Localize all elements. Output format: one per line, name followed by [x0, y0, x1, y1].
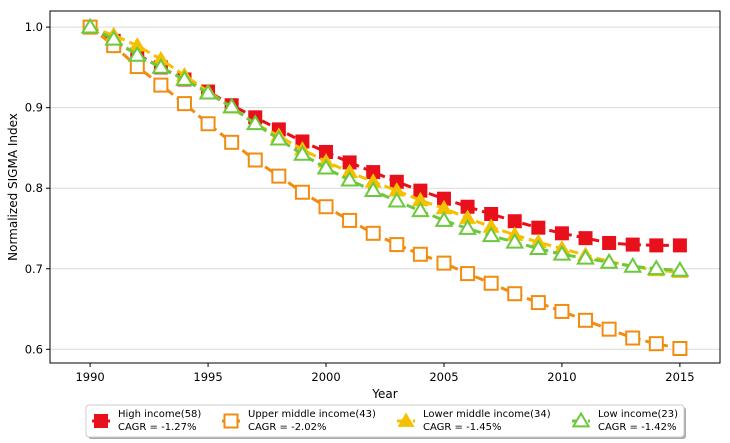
x-tick-label: 1990 [75, 370, 104, 384]
data-point [460, 266, 476, 282]
data-point [672, 341, 688, 357]
data-point [363, 181, 383, 198]
series-3 [80, 17, 690, 277]
data-point [552, 244, 572, 261]
data-point [176, 96, 192, 112]
legend-item: Lower middle income(34) CAGR = -1.45% [397, 409, 551, 433]
data-point [340, 170, 360, 187]
data-point [104, 29, 124, 46]
legend-cagr: CAGR = -2.02% [248, 422, 326, 433]
data-point [198, 83, 218, 100]
legend-item: Upper middle income(43) CAGR = -2.02% [222, 409, 376, 433]
data-point [578, 312, 594, 328]
data-point [222, 97, 242, 114]
data-point [316, 158, 336, 175]
data-point [318, 199, 334, 215]
data-point [436, 255, 452, 271]
legend-marker [223, 413, 239, 429]
data-point [672, 238, 687, 253]
legend-box [85, 404, 685, 438]
data-point [389, 237, 405, 253]
data-point [458, 219, 477, 235]
data-point [483, 275, 499, 291]
y-tick-label: 0.6 [25, 342, 43, 356]
data-point [412, 246, 428, 262]
legend-cagr: CAGR = -1.45% [423, 422, 501, 433]
legend-cagr: CAGR = -1.42% [598, 422, 676, 433]
data-point [387, 191, 407, 208]
data-point [293, 144, 312, 161]
data-point [129, 59, 145, 75]
data-point [271, 168, 287, 184]
data-point [507, 286, 523, 302]
data-point [623, 256, 643, 273]
legend-item: Low income(23) CAGR = -1.42% [571, 409, 678, 433]
legend-cagr: CAGR = -1.27% [118, 422, 196, 433]
data-point [481, 226, 501, 243]
data-point [531, 220, 546, 235]
data-point [625, 330, 641, 346]
data-point [578, 231, 593, 246]
data-point [554, 303, 570, 319]
data-point [127, 45, 147, 62]
x-tick-label: 2000 [311, 370, 340, 384]
data-point [200, 116, 216, 132]
legend: High income(58) CAGR = -1.27% Upper middle… [85, 404, 686, 439]
y-axis: 0.6 0.7 0.8 0.9 1.0 [25, 20, 50, 356]
data-point [410, 201, 430, 218]
x-tick-label: 2015 [665, 370, 694, 384]
legend-label: High income(58) [118, 409, 201, 420]
data-point [625, 237, 640, 252]
legend-marker [571, 411, 591, 428]
legend-item: High income(58) CAGR = -1.27% [92, 409, 201, 433]
data-point [670, 260, 690, 277]
data-point [507, 214, 522, 229]
legend-label: Low income(23) [598, 409, 678, 420]
data-point [530, 295, 546, 311]
data-point [365, 225, 381, 241]
data-point [269, 129, 289, 146]
data-point [153, 77, 169, 93]
data-point [294, 184, 310, 200]
data-point [528, 239, 548, 256]
series-layer [80, 17, 690, 357]
data-point [648, 336, 664, 352]
data-point [151, 57, 171, 74]
legend-label: Upper middle income(43) [248, 409, 376, 420]
y-tick-label: 0.9 [25, 101, 43, 115]
y-tick-label: 0.8 [25, 181, 43, 195]
legend-marker [397, 412, 415, 427]
plot-frame [49, 10, 721, 364]
legend-marker [94, 414, 108, 428]
data-point [576, 248, 595, 265]
y-tick-label: 1.0 [25, 20, 43, 34]
series-1 [82, 19, 688, 357]
data-point [599, 252, 619, 269]
data-point [245, 114, 265, 131]
x-tick-label: 2010 [547, 370, 576, 384]
data-point [80, 17, 100, 34]
data-point [505, 232, 525, 249]
x-axis-title: Year [371, 387, 397, 401]
legend-label: Lower middle income(34) [423, 409, 551, 420]
data-point [342, 212, 358, 228]
x-tick-label: 2005 [429, 370, 458, 384]
data-point [601, 321, 617, 337]
data-point [247, 152, 263, 168]
gridlines [50, 26, 720, 350]
data-point [224, 134, 240, 150]
x-tick-label: 1995 [193, 370, 222, 384]
data-point [175, 70, 194, 86]
x-axis: 1990 1995 2000 2005 2010 2015 [75, 363, 695, 384]
data-point [646, 259, 666, 276]
y-tick-label: 0.7 [25, 262, 43, 276]
data-point [602, 235, 617, 250]
data-point [649, 238, 664, 253]
data-point [554, 226, 569, 241]
y-axis-title: Normalized SIGMA Index [6, 113, 20, 261]
series-line [89, 25, 681, 274]
data-point [434, 210, 454, 227]
